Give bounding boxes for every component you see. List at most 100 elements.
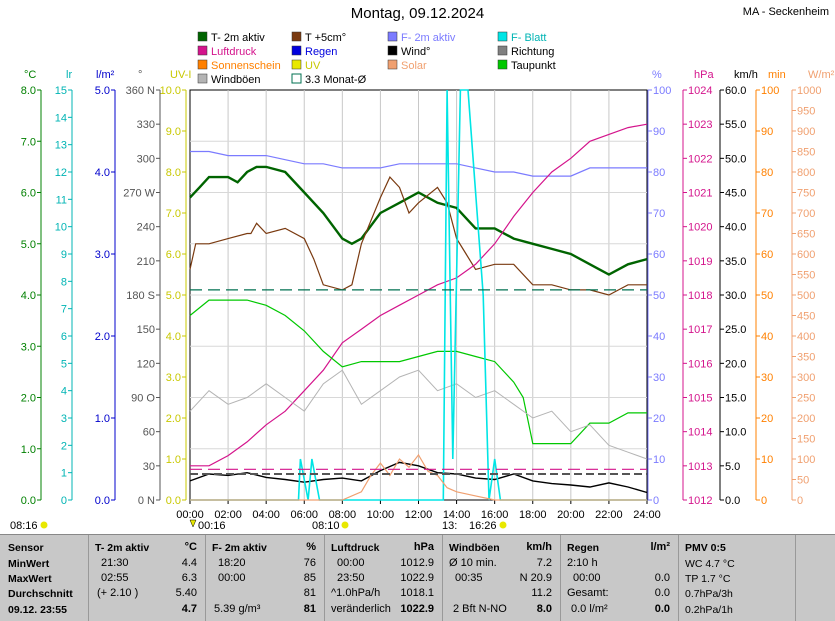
axis-tick-label-sunmin: 20 <box>761 413 773 425</box>
x-tick-label: 02:00 <box>214 509 242 521</box>
legend-swatch-t-5cm <box>291 31 302 42</box>
axis-tick-label-solar: 900 <box>797 126 815 138</box>
series-t-2m-aktiv <box>189 165 648 276</box>
axis-tick-label-uv: 1.0 <box>166 454 181 466</box>
axis-tick-label-sunmin: 10 <box>761 454 773 466</box>
axis-tick-label-solar: 0 <box>797 495 803 507</box>
rain-header: Regen <box>567 542 600 554</box>
axis-tick-label-wind: 40.0 <box>725 222 746 234</box>
station-name: MA - Seckenheim <box>742 6 829 18</box>
axis-tick-label-dir: 180 S <box>126 290 155 302</box>
axis-tick-label-rainrate: 4 <box>61 386 67 398</box>
f2m-min-value: 76 <box>303 557 316 569</box>
axis-tick-label-hum: 100 <box>653 85 671 97</box>
series-f-2m-aktiv <box>190 150 647 177</box>
sensor-header: Sensor <box>8 542 44 554</box>
axis-unit-temp: °C <box>24 69 36 81</box>
axis-tick-label-press: 1020 <box>688 222 712 234</box>
axis-tick-label-rain: 5.0 <box>95 85 110 97</box>
axis-tick-label-temp: 6.0 <box>21 188 36 200</box>
axis-tick-label-dir: 360 N <box>126 85 155 97</box>
axis-tick-label-temp: 5.0 <box>21 239 36 251</box>
axis-tick-label-solar: 500 <box>797 290 815 302</box>
marker-left-icon <box>189 519 197 528</box>
current-label: 09.12. 23:55 <box>8 604 67 616</box>
axis-tick-label-solar: 550 <box>797 270 815 282</box>
legend-label-t-2m-aktiv: T- 2m aktiv <box>211 32 265 44</box>
pmv-header: PMV 0:5 <box>685 542 726 554</box>
rain-total-value: 0.0 <box>654 587 670 599</box>
axis-tick-label-sunmin: 70 <box>761 208 773 220</box>
sunrise-time: 08:16 <box>10 520 38 532</box>
series-taupunkt <box>189 299 647 445</box>
legend-swatch-solar <box>387 59 398 70</box>
f2m-avg-value: 81 <box>303 587 316 599</box>
legend-swatch-windb-en <box>197 73 208 84</box>
axis-tick-label-press: 1024 <box>688 85 712 97</box>
f2m-max-value: 85 <box>303 572 316 584</box>
x-tick-label: 24:00 <box>633 509 661 521</box>
axis-tick-label-wind: 5.0 <box>725 461 740 473</box>
axis-tick-label-rain: 0.0 <box>95 495 110 507</box>
axis-tick-label-dir: 60 <box>143 427 155 439</box>
sensor-column: Sensor MinWert MaxWert Durchschnitt 09.1… <box>0 535 89 621</box>
axis-tick-label-solar: 950 <box>797 106 815 118</box>
t2m-avg-delta: (+ 2.10 ) <box>97 587 139 599</box>
sunset-icon <box>499 521 507 529</box>
pmv-windchill: WC 4.7 °C <box>685 558 735 570</box>
axis-tick-label-dir: 0 N <box>138 495 155 507</box>
rain-max-value: 0.0 <box>654 572 670 584</box>
pmv-column: PMV 0:5 WC 4.7 °C TP 1.7 °C 0.7hPa/3h 0.… <box>679 535 796 621</box>
axis-tick-label-rain: 3.0 <box>95 249 110 261</box>
legend-label-luftdruck: Luftdruck <box>211 46 257 58</box>
axis-unit-wind: km/h <box>734 69 758 81</box>
axis-tick-label-rainrate: 13 <box>55 140 67 152</box>
axis-tick-label-press: 1016 <box>688 358 712 370</box>
legend-label-solar: Solar <box>401 60 427 72</box>
legend-swatch-taupunkt <box>497 59 508 70</box>
axis-tick-label-temp: 7.0 <box>21 136 36 148</box>
t2m-max-value: 6.3 <box>181 572 197 584</box>
axis-tick-label-hum: 30 <box>653 372 665 384</box>
axis-tick-label-dir: 240 <box>137 222 155 234</box>
axis-tick-label-uv: 7.0 <box>166 208 181 220</box>
axis-tick-label-solar: 100 <box>797 454 815 466</box>
pressure-max-value: 1022.9 <box>400 572 434 584</box>
axis-tick-label-wind: 35.0 <box>725 256 746 268</box>
axis-unit-solar: W/m² <box>808 69 835 81</box>
f2m-abs-humidity: 5.39 g/m³ <box>214 603 261 615</box>
pressure-avg-value: 1018.1 <box>400 587 434 599</box>
legend-swatch-f-2m-aktiv <box>387 31 398 42</box>
axis-tick-label-sunmin: 90 <box>761 126 773 138</box>
series-luftdruck <box>190 123 648 467</box>
t2m-current-value: 4.7 <box>181 603 197 615</box>
legend-label-taupunkt: Taupunkt <box>511 60 556 72</box>
axis-tick-label-wind: 50.0 <box>725 153 746 165</box>
time-mark-noon: 08:10 <box>312 520 340 532</box>
axis-tick-label-dir: 30 <box>143 461 155 473</box>
axis-tick-label-rainrate: 3 <box>61 413 67 425</box>
axis-tick-label-rainrate: 10 <box>55 222 67 234</box>
axis-tick-label-solar: 1000 <box>797 85 821 97</box>
axis-unit-rain: l/m² <box>96 69 115 81</box>
axis-tick-label-press: 1015 <box>688 393 712 405</box>
t2m-min-time: 21:30 <box>101 557 129 569</box>
legend-swatch-t-2m-aktiv <box>197 31 208 42</box>
axis-tick-label-uv: 3.0 <box>166 372 181 384</box>
time-mark-mid: 13: <box>442 520 457 532</box>
axis-tick-label-temp: 2.0 <box>21 393 36 405</box>
axis-tick-label-rainrate: 5 <box>61 358 67 370</box>
axis-tick-label-uv: 2.0 <box>166 413 181 425</box>
series-solar <box>190 453 647 501</box>
legend-label-t-5cm: T +5cm° <box>305 32 346 44</box>
pmv-dewpoint: TP 1.7 °C <box>685 573 731 585</box>
pmv-pressure-1h: 0.2hPa/1h <box>685 604 733 616</box>
axis-tick-label-solar: 50 <box>797 475 809 487</box>
legend-label-f-blatt: F- Blatt <box>511 32 546 44</box>
axis-tick-label-wind: 20.0 <box>725 358 746 370</box>
series-wind <box>189 461 648 494</box>
f2m-unit: % <box>306 541 316 553</box>
legend-swatch-regen <box>291 45 302 56</box>
rain-amount: 0.0 l/m² <box>571 603 608 615</box>
axis-tick-label-press: 1019 <box>688 256 712 268</box>
